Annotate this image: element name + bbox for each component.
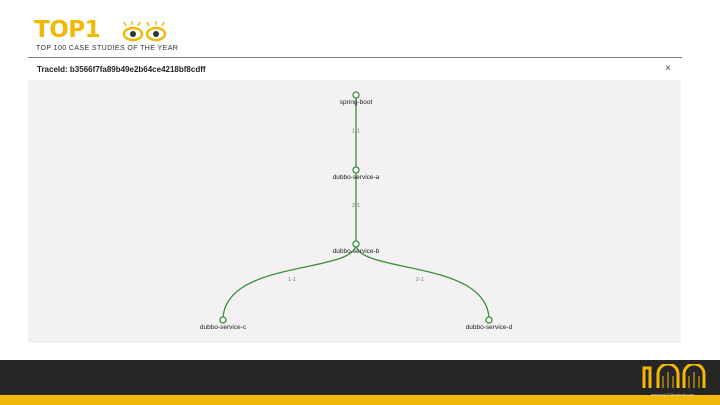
service-node-label: dubbo-service-a [333,174,380,181]
footer-100-logo-icon [642,364,706,388]
header-divider [28,57,682,58]
service-node-label: spring-boot [340,99,373,106]
trace-edge [222,243,357,321]
footer-url: www.top100summit.com [651,392,695,397]
trace-id-title: TraceId: b3566f7fa89b49e2b64ce4218bf8cdf… [37,65,206,74]
service-node[interactable] [352,166,360,174]
trace-edge [355,243,490,321]
edge-label: 2-1 [416,277,424,283]
logo-eyes-icon [122,21,167,42]
edge-label: 1-1 [352,129,360,135]
logo-text: TOP1 [34,17,101,43]
edge-label: 2-1 [352,203,360,209]
service-node-label: dubbo-service-d [466,324,513,331]
trace-graph: 1-1 2-1 1-1 2-1 spring-boot dubbo-service-a d… [200,91,513,331]
service-node-label: dubbo-service-b [333,248,380,255]
service-node[interactable] [352,240,360,248]
service-node[interactable] [219,316,227,324]
service-node[interactable] [352,91,360,99]
logo-subtitle: TOP 100 CASE STUDIES OF THE YEAR [36,45,179,52]
edge-label: 1-1 [288,277,296,283]
service-node[interactable] [485,316,493,324]
service-node-label: dubbo-service-c [200,324,247,331]
footer-stripe [0,395,720,405]
close-button[interactable]: × [665,63,671,74]
trace-graph-panel: 1-1 2-1 1-1 2-1 spring-boot dubbo-service-a d… [28,80,681,343]
